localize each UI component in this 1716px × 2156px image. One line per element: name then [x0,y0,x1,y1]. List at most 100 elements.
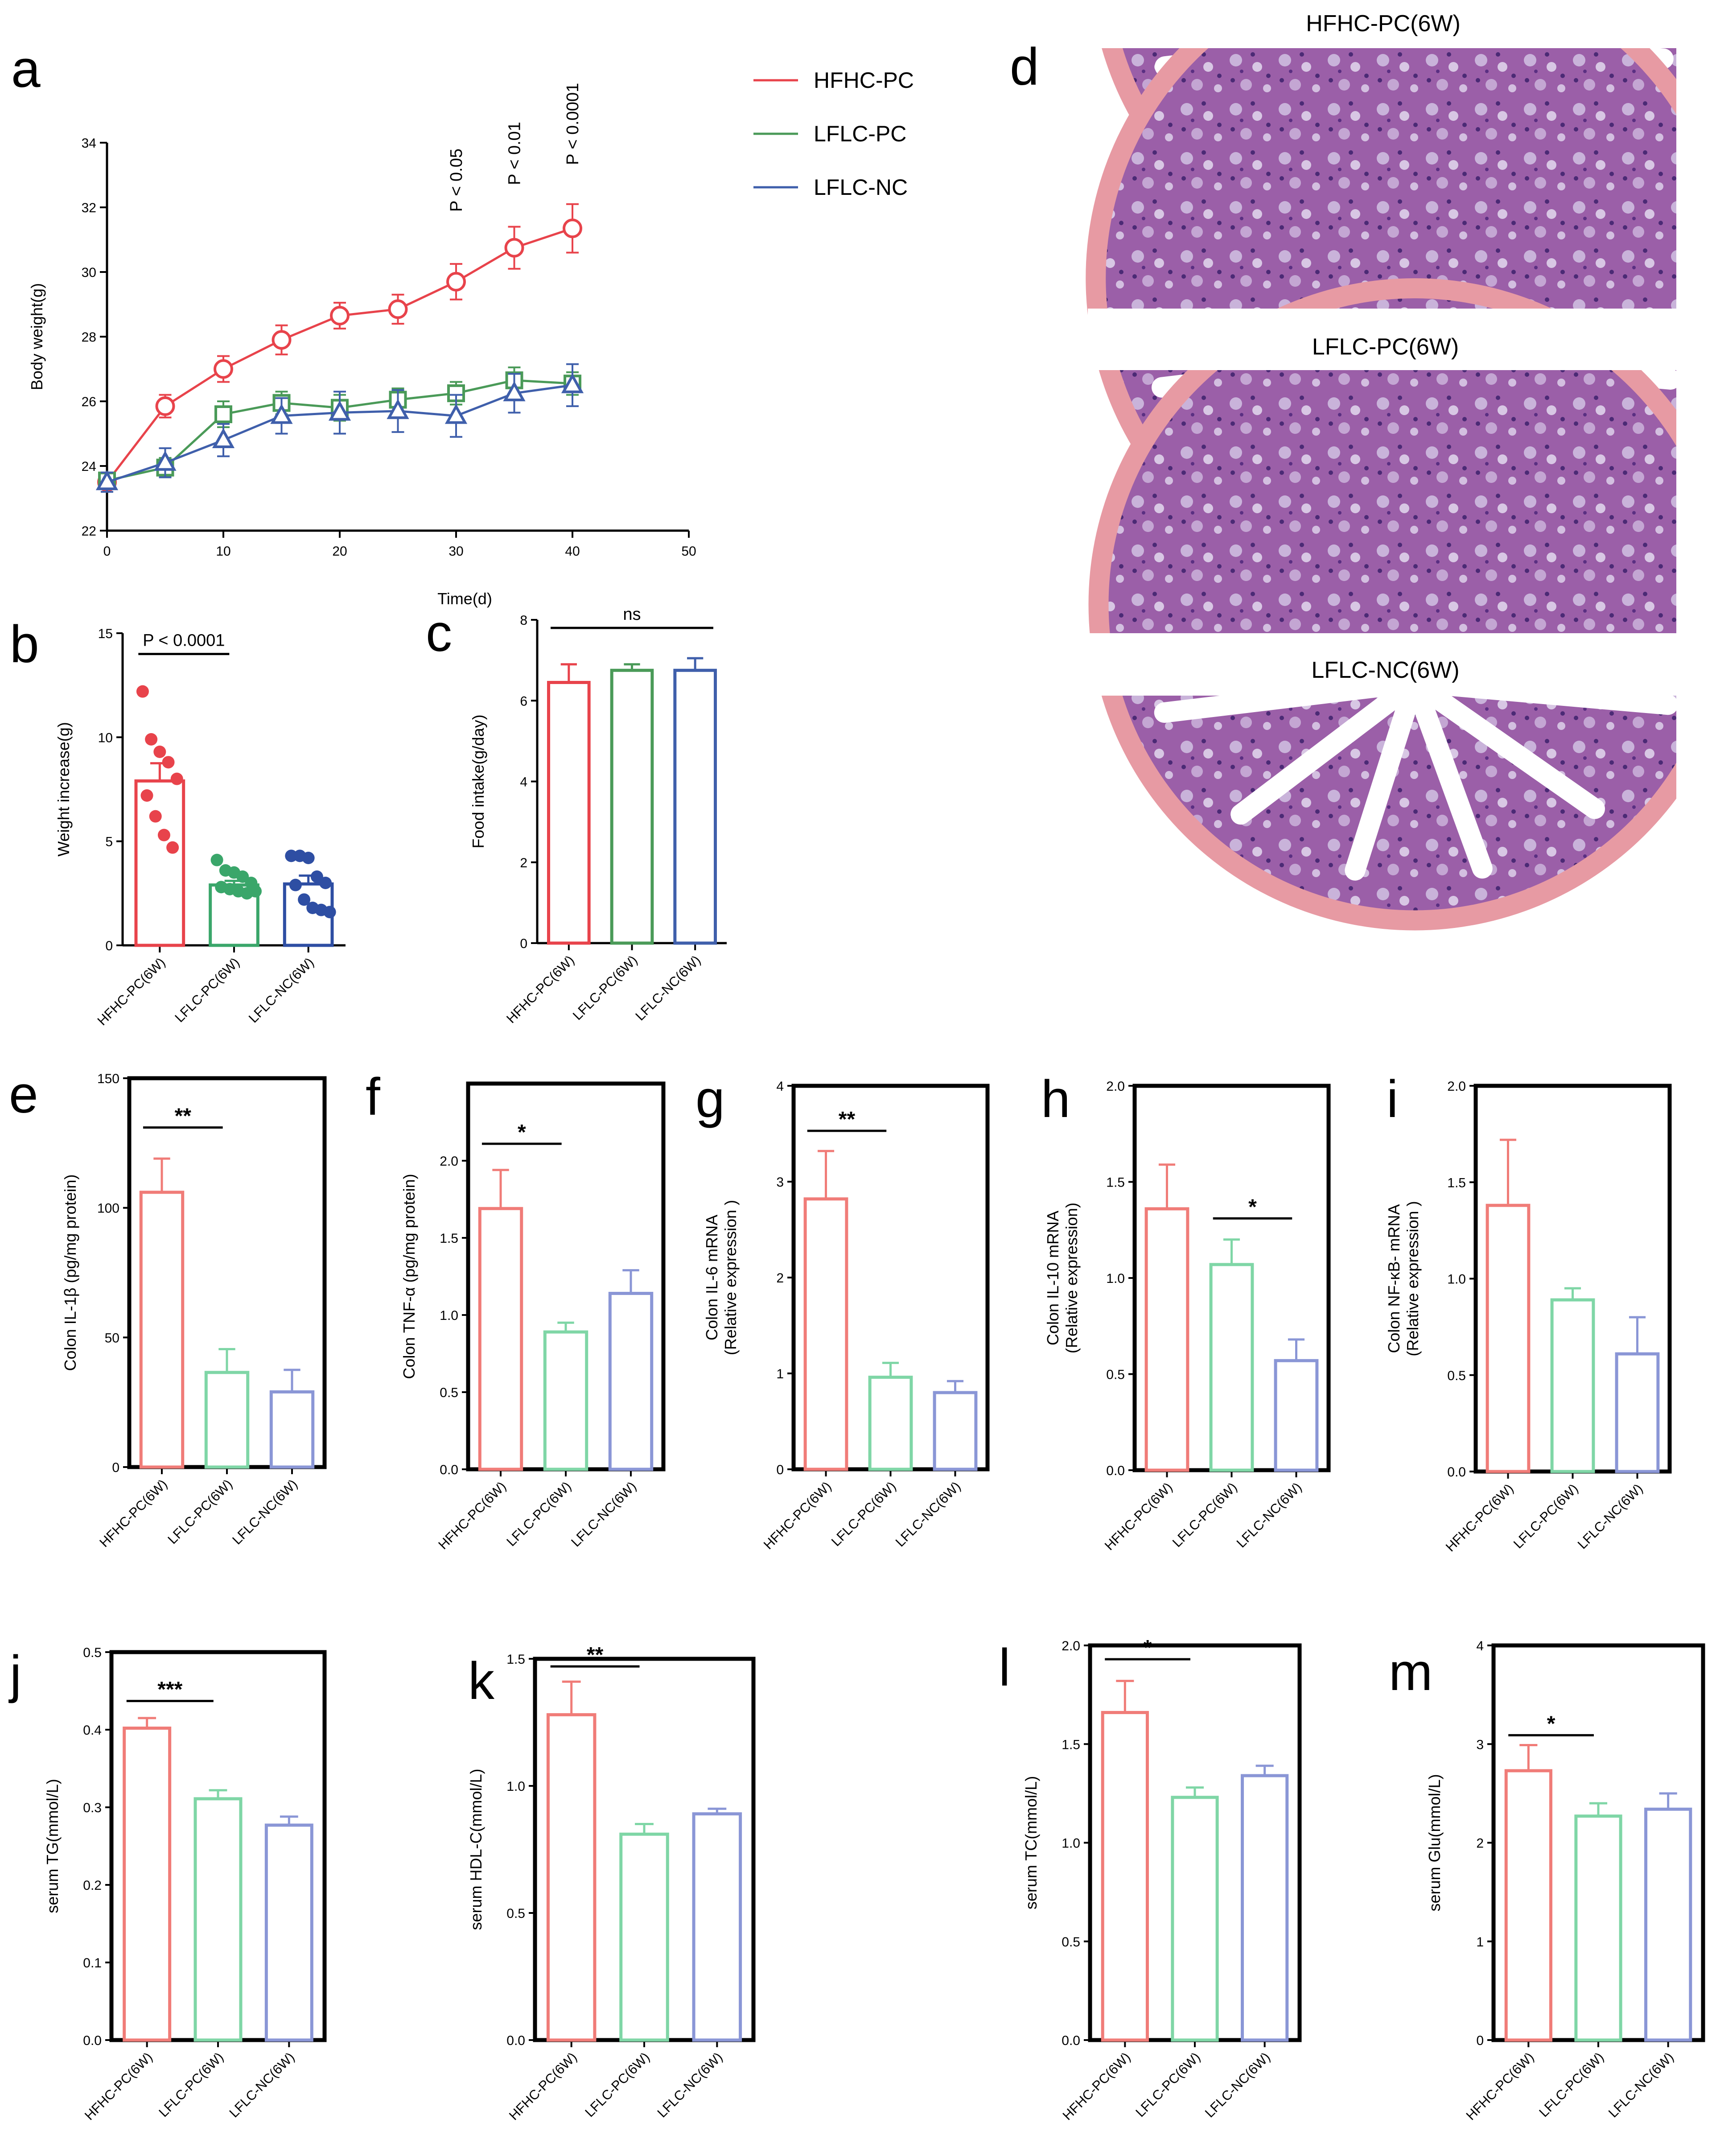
data-point [157,829,170,841]
p-value-annotation: P < 0.05 [447,148,466,212]
y-tick-label: 2.0 [440,1154,458,1169]
significance-label: * [1547,1712,1556,1736]
significance-label: P < 0.0001 [143,631,225,650]
x-category-label: LFLC-PC(6W) [504,1479,574,1550]
data-point [563,218,582,239]
y-tick-label: 10 [98,730,113,745]
bar [547,680,591,945]
x-tick-label: 20 [332,544,347,559]
panel-b: b 0 5 10 15 HFHC-PC(6W) LFLC-PC(6W) LFLC-NC(6W)… [10,615,346,1028]
y-tick-label: 28 [82,330,96,345]
x-category-label: LFLC-NC(6W) [246,955,317,1026]
x-category-label: HFHC-PC(6W) [97,1477,170,1550]
data-point [302,852,315,864]
data-point [95,470,119,491]
y-tick-label: 1 [776,1367,784,1381]
y-tick-label: 15 [98,627,113,641]
bar [803,1197,848,1471]
lumen-branch [1404,672,1605,819]
y-tick-label: 0.0 [440,1463,458,1477]
y-tick-label: 1.0 [1447,1272,1466,1287]
data-point [289,878,302,891]
x-category-label: LFLC-NC(6W) [1202,2050,1273,2121]
x-category-label: LFLC-NC(6W) [1575,1481,1646,1552]
significance-label: *** [157,1678,182,1702]
y-tick-label: 34 [82,136,96,151]
y-tick-label: 2 [776,1271,784,1286]
legend-label: LFLC-NC [814,175,908,200]
data-point [249,885,262,898]
y-tick-label: 2 [1476,1836,1484,1851]
data-point [166,841,179,854]
panel-label-k: k [468,1652,495,1711]
y-axis-title: Colon NF-κB- mRNA [1385,1204,1403,1353]
bar [1615,1352,1660,1473]
significance-label: ** [175,1104,192,1128]
y-axis-title: (Relative expression) [1062,1203,1081,1353]
y-axis-title: Colon IL-6 mRNA [703,1215,721,1340]
panel-i: i 0.0 0.5 1.0 1.5 2.0 HFHC-PC(6W)LFLC-PC(6W)LF… [1385,1070,1672,1554]
data-point [503,381,526,401]
histology-title: LFLC-NC(6W) [1311,657,1459,683]
data-point [210,853,223,866]
y-tick-label: 24 [82,459,96,474]
bar [1504,1769,1552,2042]
data-point [214,405,232,423]
x-category-label: LFLC-PC(6W) [570,953,641,1023]
histology-title: HFHC-PC(6W) [1306,11,1461,37]
x-category-label: LFLC-PC(6W) [156,2050,226,2120]
bar [673,668,717,945]
panel-d: dHFHC-PC(6W)LFLC-PC(6W)LFLC-NC(6W)HFHC-P… [1010,0,1716,1001]
histology-title: LFLC-PC(6W) [1312,334,1459,360]
y-axis-title: Weight increase(g) [54,722,73,856]
bar [868,1376,913,1471]
y-tick-label: 0.0 [1106,1463,1125,1478]
y-tick-label: 1.5 [1447,1175,1466,1190]
panel-h: h 0.0 0.5 1.0 1.5 2.0 HFHC-PC(6W)LFLC-PC(6W)LF… [1041,1070,1331,1553]
y-tick-label: 0 [1476,2033,1484,2048]
y-tick-label: 22 [82,524,96,539]
panel-g: g 0 1 2 3 4 HFHC-PC(6W)LFLC-PC(6W)LFLC-NC(6W) C… [695,1070,990,1552]
mask-top [1088,0,1716,48]
data-point [154,450,177,471]
y-axis-title: serum HDL-C(mmol/L) [467,1768,485,1930]
y-tick-label: 0.5 [1106,1368,1125,1382]
panel-label-b: b [10,615,39,674]
x-category-label: HFHC-PC(6W) [1464,2050,1537,2123]
y-tick-label: 3 [1476,1737,1484,1752]
x-category-label: LFLC-PC(6W) [1170,1480,1240,1550]
histology-image-3: LFLC-NC(6W) [1088,278,1716,956]
bar [933,1391,978,1471]
y-tick-label: 3 [776,1175,784,1190]
x-category-label: LFLC-PC(6W) [1536,2050,1607,2120]
panel-l: l 0.0 0.5 1.0 1.5 2.0 HFHC-PC(6W)LFLC-PC(6W)LF… [999,1636,1302,2123]
p-value-annotation: P < 0.0001 [564,83,582,165]
bar [543,1330,588,1471]
mask-1 [1088,309,1716,370]
panel-label-c: c [426,604,452,663]
bar [123,1727,172,2042]
legend: HFHC-PC LFLC-PC LFLC-NC [753,68,914,200]
data-point [272,330,292,350]
y-tick-label: 100 [97,1201,119,1216]
data-point [162,756,175,769]
x-category-label: HFHC-PC(6W) [436,1479,509,1553]
y-tick-label: 150 [97,1072,119,1086]
y-tick-label: 0.2 [83,1878,102,1893]
data-point [319,877,332,889]
data-point [149,810,162,823]
bar [1241,1774,1289,2042]
bar [1486,1204,1531,1473]
y-tick-label: 2.0 [1447,1079,1466,1094]
bar [692,1812,742,2042]
bar [264,1823,313,2042]
y-tick-label: 1.0 [506,1779,525,1794]
significance-label: * [1248,1195,1257,1219]
panel-label-a: a [11,40,41,99]
y-tick-label: 2 [520,856,527,870]
data-point [170,772,183,785]
panel-e: e 0 50 100 150 HFHC-PC(6W)LFLC-PC(6W)LFLC-NC(… [9,1065,327,1550]
significance-label: * [518,1121,526,1144]
